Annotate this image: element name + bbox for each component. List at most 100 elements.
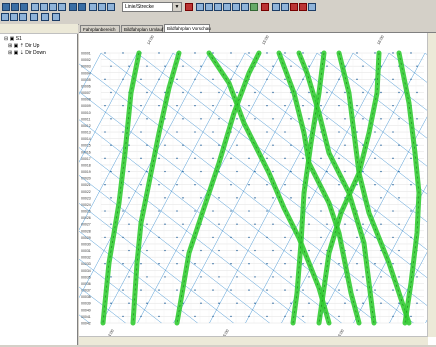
stop-marker — [410, 79, 411, 80]
stop-marker — [248, 263, 249, 264]
filter-icon[interactable] — [272, 3, 280, 11]
stop-marker — [308, 276, 309, 277]
info-icon[interactable] — [41, 13, 49, 21]
stop-marker — [236, 250, 237, 251]
settings-icon[interactable] — [107, 3, 115, 11]
stop-marker — [272, 276, 273, 277]
tree-item-up[interactable]: ⊞ ▣ ⇡ Dir Up — [8, 43, 39, 49]
tree-label: Dir Down — [25, 50, 46, 56]
stop-marker — [284, 237, 285, 238]
stop-marker — [158, 79, 159, 80]
stop-marker — [140, 184, 141, 185]
stop-marker — [110, 276, 111, 277]
table-icon[interactable] — [89, 3, 97, 11]
stop-marker — [140, 105, 141, 106]
tree-item-root[interactable]: ⊟ ▣ S1 — [4, 36, 22, 42]
train-path-primary[interactable] — [133, 53, 179, 323]
tree-toolbar — [0, 24, 78, 34]
stop-marker — [326, 65, 327, 66]
fit-icon[interactable] — [214, 3, 222, 11]
stop-marker — [230, 289, 231, 290]
move-right-icon[interactable] — [232, 3, 240, 11]
station-label: 00017 — [81, 157, 91, 161]
cut-icon[interactable] — [49, 3, 57, 11]
print-icon[interactable] — [31, 3, 39, 11]
refresh-icon[interactable] — [281, 3, 289, 11]
stop-marker — [308, 250, 309, 251]
chart-icon[interactable] — [78, 3, 86, 11]
tab-preview[interactable]: Bildfahrplan Vorschau — [164, 24, 210, 32]
open-icon[interactable] — [11, 3, 19, 11]
stop-marker — [140, 158, 141, 159]
stop-marker — [266, 316, 267, 317]
stop-marker — [392, 184, 393, 185]
station-label: 00016 — [81, 150, 91, 154]
stop-marker — [374, 237, 375, 238]
zoom-in-icon[interactable] — [196, 3, 204, 11]
stop-marker — [290, 276, 291, 277]
timetable-chart[interactable]: 0000100002000030000400005000060000700008… — [79, 33, 436, 345]
train-icon[interactable] — [250, 3, 258, 11]
station-icon[interactable] — [30, 13, 38, 21]
stop-marker — [410, 158, 411, 159]
station-label: 00001 — [81, 52, 91, 56]
station-label: 00028 — [81, 229, 91, 233]
tab-circulation[interactable]: Bildfahrplan Umlauf — [121, 25, 163, 32]
stop-marker — [290, 250, 291, 251]
train-path-secondary — [163, 53, 270, 323]
list-icon[interactable] — [98, 3, 106, 11]
stop-marker — [362, 171, 363, 172]
stop-marker — [212, 79, 213, 80]
delete-icon[interactable] — [299, 3, 307, 11]
stop-marker — [194, 52, 195, 53]
mark-icon[interactable] — [290, 3, 298, 11]
save-icon[interactable] — [20, 3, 28, 11]
vertical-scrollbar[interactable] — [427, 33, 436, 337]
stop-marker — [194, 289, 195, 290]
stop-marker — [356, 263, 357, 264]
stop-marker — [266, 131, 267, 132]
grid-icon[interactable] — [69, 3, 77, 11]
pointer-icon[interactable] — [1, 13, 9, 21]
help-icon[interactable] — [308, 3, 316, 11]
stop-marker — [122, 105, 123, 106]
stop-marker — [272, 144, 273, 145]
stop-marker — [326, 92, 327, 93]
route-select[interactable]: Linie/Strecke ▼ — [122, 2, 182, 12]
horizontal-scrollbar[interactable] — [79, 336, 428, 345]
stop-marker — [290, 144, 291, 145]
measure-icon[interactable] — [241, 3, 249, 11]
stop-marker — [140, 263, 141, 264]
stop-marker — [362, 65, 363, 66]
stop-marker — [398, 92, 399, 93]
edit-icon[interactable] — [10, 13, 18, 21]
move-left-icon[interactable] — [223, 3, 231, 11]
stop-marker — [236, 171, 237, 172]
stop-marker — [110, 197, 111, 198]
stop-marker — [176, 237, 177, 238]
flag-icon[interactable] — [185, 3, 193, 11]
stop-marker — [200, 92, 201, 93]
stop-marker — [194, 131, 195, 132]
stop-marker — [230, 52, 231, 53]
stop-marker — [272, 224, 273, 225]
stop-marker — [308, 65, 309, 66]
new-icon[interactable] — [2, 3, 10, 11]
copy-icon[interactable] — [58, 3, 66, 11]
stop-marker — [266, 263, 267, 264]
route-icon[interactable] — [19, 13, 27, 21]
tools-icon[interactable] — [52, 13, 60, 21]
preview-icon[interactable] — [40, 3, 48, 11]
conflict-icon[interactable] — [261, 3, 269, 11]
stop-marker — [140, 131, 141, 132]
station-label: 00009 — [81, 104, 91, 108]
stop-marker — [380, 303, 381, 304]
zoom-out-icon[interactable] — [205, 3, 213, 11]
stop-marker — [392, 158, 393, 159]
tree-item-down[interactable]: ⊞ ▣ ⇣ Dir Down — [8, 50, 46, 56]
stop-marker — [230, 105, 231, 106]
stop-marker — [158, 52, 159, 53]
tab-area[interactable]: Fahrplanbereich — [80, 25, 120, 32]
chevron-down-icon[interactable]: ▼ — [172, 3, 181, 11]
